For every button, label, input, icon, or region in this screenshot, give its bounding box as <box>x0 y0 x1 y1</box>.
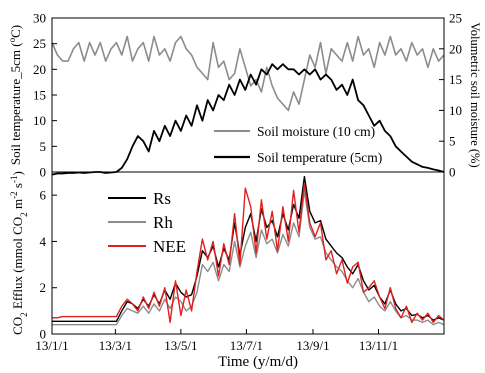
soil-moisture-line <box>51 35 445 112</box>
soil-temperature-line <box>51 63 445 176</box>
y-tick-label-left-top: 0 <box>40 165 47 180</box>
y-axis-label-bottom-part: 2 <box>19 312 29 317</box>
y-tick-label-left-top: 10 <box>33 113 46 128</box>
legend-label-soil-moisture: Soil moisture (10 cm) <box>257 124 375 139</box>
y-tick-label-right-top: 20 <box>449 41 462 56</box>
y-tick-label-right-top: 15 <box>449 72 462 87</box>
y-axis-label-bottom-part: s <box>10 183 25 191</box>
y-tick-label-right-top: 25 <box>449 11 462 26</box>
x-tick-label: 13/9/1 <box>296 338 329 353</box>
y-axis-label-left-top-part: o <box>7 37 17 42</box>
y-tick-label-left-top: 5 <box>40 139 47 154</box>
bottom-panel-frame <box>51 171 445 335</box>
top-panel-frame <box>51 17 445 173</box>
y-tick-label-bottom: 4 <box>40 234 47 249</box>
y-axis-label-bottom-part: -1 <box>9 175 19 183</box>
y-axis-label-bottom-part: m <box>10 199 25 212</box>
x-tick-label: 13/7/1 <box>230 338 263 353</box>
y-axis-label-bottom-part: -2 <box>9 191 19 199</box>
x-tick-label: 13/5/1 <box>164 338 197 353</box>
y-tick-label-left-top: 20 <box>33 62 46 77</box>
y-tick-label-right-top: 10 <box>449 103 462 118</box>
legend-label-nee: NEE <box>153 237 186 256</box>
y-axis-label-left-top: Soil temperature_5cm (oC) <box>7 25 23 165</box>
y-tick-label-left-top: 30 <box>33 11 46 26</box>
y-axis-label-left-top-part: Soil temperature_5cm ( <box>8 42 23 165</box>
legend-label-rh: Rh <box>153 213 173 232</box>
y-tick-label-left-top: 15 <box>33 88 46 103</box>
y-axis-label-bottom-part: Efflux (mmol CO <box>10 217 25 312</box>
x-tick-label: 13/11/1 <box>359 338 398 353</box>
y-tick-label-right-top: 5 <box>449 134 456 149</box>
y-axis-label-bottom-part: ) <box>10 171 25 175</box>
y-tick-label-left-top: 25 <box>33 36 46 51</box>
y-axis-label-bottom-part: 2 <box>19 212 29 217</box>
series-line-nee <box>52 182 445 324</box>
legend-label-soil-temperature: Soil temperature (5cm) <box>257 150 382 165</box>
y-axis-label-right-top: Volumetric soil moisture (%) <box>468 22 482 167</box>
x-axis-label: Time (y/m/d) <box>218 354 298 370</box>
y-tick-label-bottom: 2 <box>40 280 47 295</box>
y-tick-label-right-top: 0 <box>449 165 456 180</box>
y-tick-label-bottom: 6 <box>40 188 47 203</box>
x-tick-label: 13/1/1 <box>35 338 68 353</box>
y-tick-label-bottom: 0 <box>40 327 47 342</box>
series-line-rh <box>52 189 445 326</box>
y-axis-label-bottom: CO2 Efflux (mmol CO2 m-2 s-1) <box>9 171 29 335</box>
legend-label-rs: Rs <box>153 189 171 208</box>
y-axis-label-bottom-part: CO <box>10 317 25 335</box>
x-tick-label: 13/3/1 <box>99 338 132 353</box>
y-axis-label-left-top-part: C) <box>8 25 23 38</box>
